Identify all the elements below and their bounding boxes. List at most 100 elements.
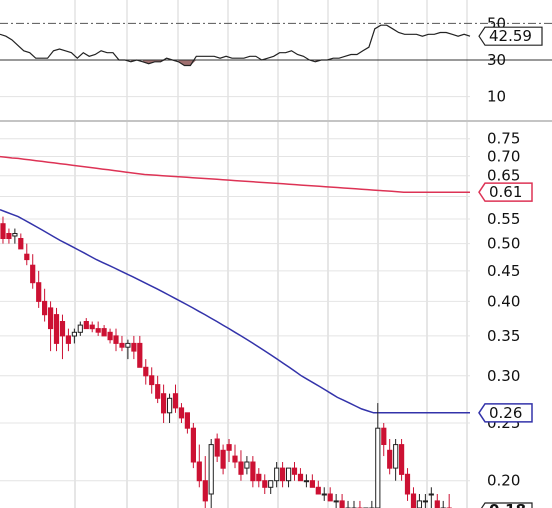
candle [280, 462, 286, 488]
candle [327, 487, 333, 502]
rsi-value-tag: 42.59 [478, 26, 543, 46]
candle-body [393, 444, 399, 469]
candle-body [220, 449, 226, 469]
candle [339, 494, 345, 508]
candle [315, 480, 321, 495]
candle-body [161, 393, 167, 414]
price-tick-label: 0.65 [487, 167, 520, 185]
candle-body [107, 331, 113, 341]
candle-body [399, 444, 405, 475]
candle-body [167, 397, 173, 414]
candle-body [30, 264, 36, 284]
candle [256, 468, 262, 488]
candle [333, 494, 339, 508]
candle [190, 422, 197, 469]
candle-body [434, 500, 440, 508]
candle-body [178, 407, 185, 419]
candle [309, 474, 315, 488]
candle-body [77, 324, 83, 333]
candle-body [137, 342, 143, 368]
candle-body [315, 486, 321, 495]
candle [113, 328, 119, 352]
candle [357, 500, 363, 508]
candle [107, 328, 113, 344]
candle-body [327, 493, 333, 502]
price-tick-label: 0.70 [487, 148, 520, 166]
candle [0, 216, 6, 244]
price-tick-label: 0.75 [487, 130, 520, 148]
candle-body [274, 467, 280, 482]
ma-short-line [0, 208, 470, 414]
candle-body [250, 461, 256, 482]
candle [131, 335, 137, 360]
bottom-tag-box [480, 502, 533, 508]
candlesticks [0, 216, 452, 508]
candle [214, 433, 220, 463]
candle [238, 450, 244, 481]
candle [208, 439, 214, 508]
candle [125, 339, 131, 360]
candle [369, 500, 375, 508]
candle [250, 456, 256, 488]
candle [268, 480, 274, 495]
candle [137, 335, 143, 368]
candle-body [202, 480, 208, 502]
candle [77, 321, 83, 336]
candle [178, 403, 185, 423]
candle [244, 456, 250, 475]
candle-body [59, 321, 66, 337]
candle [184, 412, 191, 434]
ma-long-tag-label: 0.61 [489, 183, 522, 201]
rsi-tick-label: 10 [487, 88, 506, 106]
candle [286, 467, 292, 488]
candle-body [256, 473, 262, 482]
price-tick-label: 0.20 [487, 472, 520, 490]
rsi-tag-box [478, 26, 543, 46]
candle-body [428, 493, 434, 496]
candle-body [214, 438, 220, 457]
candle [387, 439, 393, 475]
candle-body [333, 500, 339, 503]
candle [149, 367, 155, 394]
candle [446, 494, 452, 508]
candle [404, 468, 411, 501]
candle-body [172, 393, 179, 409]
candle-body [232, 455, 238, 463]
candle [71, 328, 78, 344]
candle-body [95, 328, 101, 333]
candle-body [321, 493, 327, 496]
price-tick-label: 0.50 [487, 235, 520, 253]
candle-body [208, 444, 214, 495]
candle-body [71, 331, 78, 337]
candle-body [65, 335, 72, 344]
candle-body [268, 480, 274, 488]
candle-body [262, 480, 268, 488]
candle [24, 243, 30, 266]
candle [321, 487, 327, 501]
candle [422, 494, 428, 508]
price-tick-label: 0.45 [487, 262, 520, 280]
rsi-tick-label: 30 [487, 51, 506, 69]
ma-short-tag-box [478, 403, 533, 423]
candle-body [125, 342, 131, 348]
candle-body [42, 300, 48, 316]
candle [410, 487, 417, 508]
candle-body [303, 480, 309, 483]
candle [399, 439, 405, 481]
candle-body [48, 307, 54, 330]
candle-body [196, 461, 202, 482]
rsi-tag-label: 42.59 [489, 27, 532, 45]
candle-body [387, 449, 393, 469]
candle-body [190, 427, 197, 463]
price-tick-label: 0.35 [487, 327, 520, 345]
price-tick-label: 0.55 [487, 210, 520, 228]
candle [143, 359, 149, 385]
candle [428, 487, 434, 508]
bottom-tag-label: 0.18 [489, 501, 526, 508]
candle-body [12, 233, 18, 237]
candle-body [143, 366, 149, 377]
candle-body [416, 500, 422, 508]
candle-body [286, 467, 292, 482]
candle [303, 474, 309, 488]
